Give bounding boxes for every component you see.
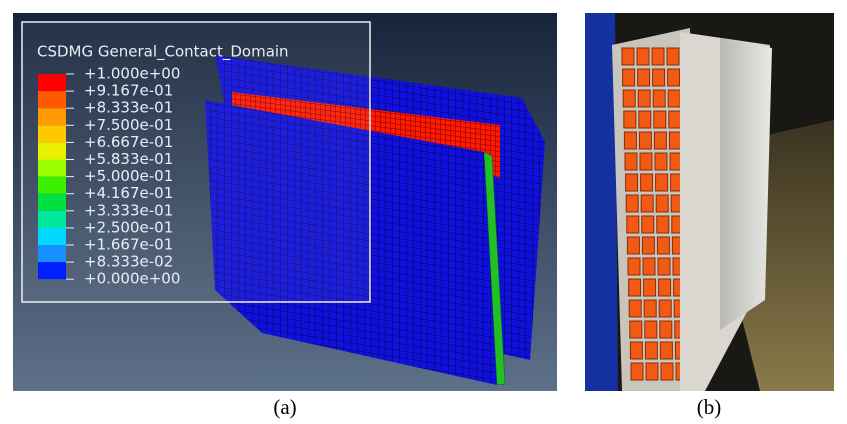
photo-wall — [720, 38, 772, 330]
block-cell — [629, 279, 641, 296]
legend-title: CSDMG General_Contact_Domain — [37, 43, 289, 62]
legend-swatch — [38, 211, 66, 228]
block-cell — [627, 216, 639, 233]
block-cell — [642, 237, 654, 254]
legend-label: +7.500e-01 — [84, 116, 173, 134]
block-cell — [638, 90, 650, 107]
block-cell — [637, 48, 649, 65]
block-cell — [655, 153, 667, 170]
block-cell — [656, 195, 668, 212]
legend-swatch — [38, 108, 66, 125]
block-cell — [626, 195, 638, 212]
block-cell — [653, 69, 665, 86]
block-cell — [623, 90, 635, 107]
block-cell — [659, 300, 671, 317]
legend-label: +6.667e-01 — [84, 133, 173, 151]
block-cell — [639, 132, 651, 149]
legend-swatch — [38, 194, 66, 211]
block-cell — [652, 48, 664, 65]
legend-swatch — [38, 177, 66, 194]
legend-swatch — [38, 74, 66, 91]
legend-swatch — [38, 228, 66, 245]
block-cell — [624, 132, 636, 149]
legend-swatch — [38, 142, 66, 159]
block-cell — [639, 111, 651, 128]
photo — [585, 13, 834, 391]
block-cell — [654, 111, 666, 128]
caption-b: (b) — [697, 395, 722, 419]
block-cell — [643, 258, 655, 275]
legend-label: +0.000e+00 — [84, 270, 180, 288]
legend-label: +5.000e-01 — [84, 167, 173, 185]
block-cell — [644, 279, 656, 296]
legend-label: +3.333e-01 — [84, 201, 173, 219]
block-cell — [625, 153, 637, 170]
block-cell — [657, 216, 669, 233]
legend-label: +1.667e-01 — [84, 236, 173, 254]
legend-swatch — [38, 160, 66, 177]
page: CSDMG General_Contact_Domain +1.000e+00+… — [0, 0, 847, 424]
block-cell — [623, 69, 635, 86]
legend-swatch — [38, 245, 66, 262]
caption-a: (a) — [273, 395, 296, 419]
block-cell — [660, 342, 672, 359]
block-cell — [629, 300, 641, 317]
block-cell — [657, 237, 669, 254]
legend-label: +9.167e-01 — [84, 82, 173, 100]
block-cell — [641, 195, 653, 212]
block-cell — [624, 111, 636, 128]
block-cell — [630, 342, 642, 359]
block-cell — [668, 90, 680, 107]
legend: +1.000e+00+9.167e-01+8.333e-01+7.500e-01… — [38, 65, 180, 288]
legend-box — [22, 22, 370, 302]
block-cell — [627, 237, 639, 254]
figure: CSDMG General_Contact_Domain +1.000e+00+… — [0, 0, 847, 424]
block-cell — [668, 69, 680, 86]
block-cell — [626, 174, 638, 191]
block-cell — [645, 321, 657, 338]
block-cell — [661, 363, 673, 380]
block-cell — [630, 321, 642, 338]
legend-label: +8.333e-02 — [84, 253, 173, 271]
block-cell — [658, 258, 670, 275]
block-cell — [646, 363, 658, 380]
block-cell — [641, 174, 653, 191]
block-cell — [653, 90, 665, 107]
block-cell — [669, 132, 681, 149]
legend-label: +4.167e-01 — [84, 184, 173, 202]
legend-swatch — [38, 262, 66, 279]
block-cell — [631, 363, 643, 380]
legend-swatch — [38, 125, 66, 142]
block-cell — [644, 300, 656, 317]
block-cell — [660, 321, 672, 338]
legend-label: +1.000e+00 — [84, 65, 180, 83]
block-cell — [659, 279, 671, 296]
block-cell — [640, 153, 652, 170]
legend-label: +8.333e-01 — [84, 99, 173, 117]
block-cell — [667, 48, 679, 65]
block-cell — [645, 342, 657, 359]
block-cell — [656, 174, 668, 191]
legend-label: +2.500e-01 — [84, 218, 173, 236]
block-cell — [638, 69, 650, 86]
block-cell — [622, 48, 634, 65]
block-cell — [654, 132, 666, 149]
legend-swatch — [38, 91, 66, 108]
block-cell — [669, 111, 681, 128]
legend-label: +5.833e-01 — [84, 150, 173, 168]
block-cell — [628, 258, 640, 275]
block-cell — [642, 216, 654, 233]
